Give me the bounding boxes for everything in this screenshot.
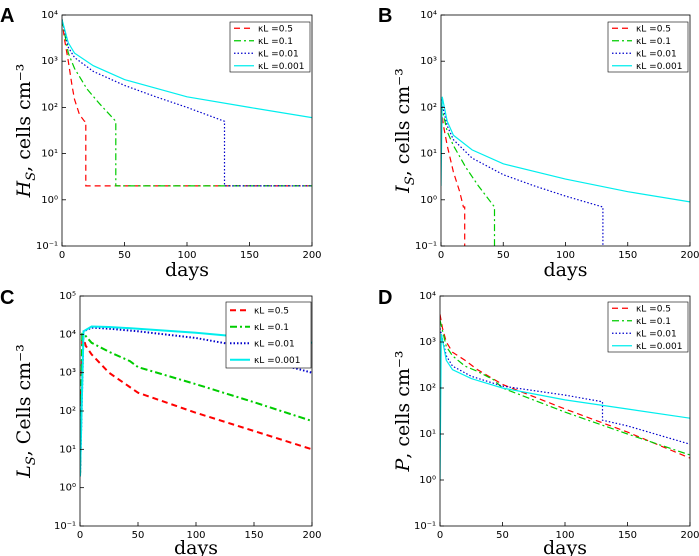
legend-label: κL =0.01 [636, 329, 677, 339]
legend-label: κL =0.1 [258, 37, 293, 47]
x-tick-label: 50 [118, 250, 131, 261]
y-tick-label: 10⁰ [420, 195, 437, 206]
x-tick-label: 100 [555, 530, 574, 541]
x-tick-label: 200 [680, 250, 699, 261]
y-label-symbol: L [13, 465, 35, 479]
legend-label: κL =0.01 [254, 339, 295, 349]
legend-label: κL =0.5 [636, 304, 671, 314]
x-tick-label: 100 [186, 530, 205, 541]
x-axis-label: days [174, 537, 218, 556]
y-axis-label: HS, cells cm⁻³ [13, 64, 39, 199]
y-tick-label: 10⁻¹ [36, 241, 58, 252]
series-line [80, 332, 312, 477]
x-tick-label: 0 [437, 530, 443, 541]
series-line [62, 19, 312, 119]
series-line [441, 107, 466, 246]
y-axis-label: P, cells cm⁻³ [392, 350, 414, 472]
x-tick-label: 150 [240, 250, 259, 261]
series-line [441, 99, 604, 246]
y-axis-label: LS, Cells cm⁻³ [13, 344, 39, 479]
legend-label: κL =0.1 [636, 317, 671, 327]
y-label-subscript: S [24, 456, 39, 465]
y-tick-label: 10⁴ [59, 329, 76, 340]
x-tick-label: 50 [497, 250, 510, 261]
legend-label: κL =0.5 [258, 24, 293, 34]
series-line [440, 333, 690, 481]
y-tick-label: 10⁵ [59, 291, 76, 302]
y-tick-label: 10² [41, 102, 58, 113]
y-tick-label: 10⁴ [420, 10, 437, 21]
y-tick-label: 10¹ [59, 444, 76, 455]
x-tick-label: 50 [132, 530, 145, 541]
x-tick-label: 50 [496, 530, 509, 541]
legend-label: κL =0.5 [254, 306, 289, 316]
y-tick-label: 10⁴ [41, 10, 58, 21]
y-tick-label: 10¹ [419, 429, 436, 440]
y-tick-label: 10⁰ [41, 195, 58, 206]
y-tick-label: 10³ [419, 337, 436, 348]
y-label-text: , cells cm⁻³ [392, 68, 414, 176]
legend-label: κL =0.001 [636, 342, 683, 352]
y-tick-label: 10¹ [41, 149, 58, 160]
series-line [441, 96, 690, 203]
x-tick-label: 200 [302, 250, 321, 261]
x-tick-label: 0 [438, 250, 444, 261]
y-tick-label: 10¹ [420, 149, 437, 160]
y-tick-label: 10² [420, 102, 437, 113]
x-tick-label: 0 [59, 250, 65, 261]
series-line [440, 319, 690, 456]
legend-label: κL =0.1 [636, 37, 671, 47]
legend-label: κL =0.01 [636, 49, 677, 59]
legend-label: κL =0.001 [254, 356, 301, 366]
y-tick-label: 10⁰ [59, 483, 76, 494]
y-label-symbol: H [13, 180, 35, 198]
x-tick-label: 200 [302, 530, 321, 541]
y-tick-label: 10² [419, 383, 436, 394]
y-label-symbol: I [392, 185, 414, 194]
legend-label: κL =0.1 [254, 323, 289, 333]
panel-letter: D [378, 287, 392, 309]
x-tick-label: 100 [556, 250, 575, 261]
legend-box [607, 21, 689, 73]
legend-box [225, 301, 312, 369]
x-axis-label: days [165, 259, 209, 281]
y-tick-label: 10⁻¹ [54, 521, 76, 532]
series-line [62, 19, 312, 187]
x-tick-label: 150 [244, 530, 263, 541]
x-tick-label: 150 [618, 530, 637, 541]
legend-label: κL =0.001 [636, 62, 683, 72]
y-tick-label: 10⁴ [419, 291, 436, 302]
legend-label: κL =0.5 [636, 24, 671, 34]
legend-label: κL =0.001 [258, 62, 305, 72]
legend-label: κL =0.01 [258, 49, 299, 59]
x-axis-label: days [543, 537, 587, 556]
x-tick-label: 200 [680, 530, 699, 541]
legend-box [229, 21, 311, 73]
y-tick-label: 10³ [41, 56, 58, 67]
x-tick-label: 150 [618, 250, 637, 261]
series-line [440, 314, 690, 459]
x-tick-label: 100 [177, 250, 196, 261]
y-label-symbol: P [392, 458, 414, 473]
series-line [62, 19, 312, 187]
x-tick-label: 0 [77, 530, 83, 541]
y-label-text: , Cells cm⁻³ [13, 344, 35, 456]
y-axis-label: IS, cells cm⁻³ [392, 68, 418, 194]
y-tick-label: 10³ [420, 56, 437, 67]
panel-letter: C [0, 287, 14, 309]
y-tick-label: 10⁻¹ [415, 241, 437, 252]
panel-letter: A [0, 5, 14, 27]
y-label-text: , cells cm⁻³ [13, 64, 35, 172]
y-label-subscript: S [24, 172, 39, 181]
x-axis-label: days [544, 259, 588, 281]
y-tick-label: 10⁰ [419, 475, 436, 486]
y-tick-label: 10² [59, 406, 76, 417]
y-tick-label: 10³ [59, 368, 76, 379]
y-tick-label: 10⁻¹ [414, 521, 436, 532]
panel-letter: B [378, 5, 392, 27]
y-label-subscript: S [403, 176, 418, 185]
y-label-text: , cells cm⁻³ [392, 350, 414, 458]
legend-box [607, 301, 689, 353]
